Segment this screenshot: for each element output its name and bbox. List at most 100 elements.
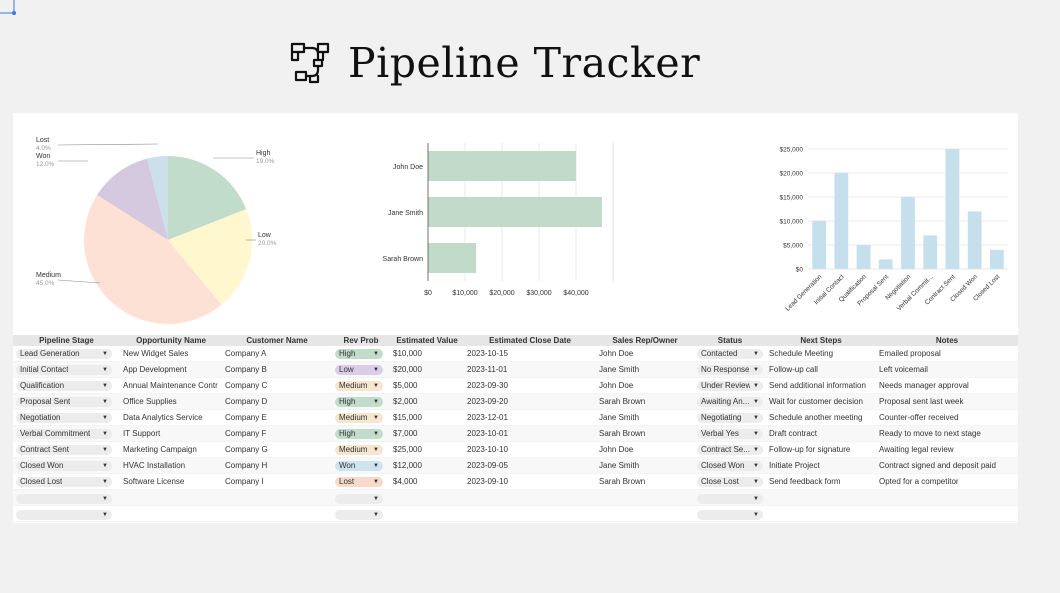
value-cell[interactable]: $7,000 — [390, 425, 464, 442]
pie-slice-medium[interactable] — [84, 194, 222, 324]
rev-prob-dropdown-cell[interactable]: High ▼ — [332, 393, 390, 410]
column-header[interactable]: Rev Prob — [332, 335, 390, 346]
column-header[interactable]: Sales Rep/Owner — [596, 335, 694, 346]
status-dropdown-cell[interactable]: Under Review ▼ — [694, 377, 766, 394]
rev-prob-dropdown[interactable]: High ▼ — [335, 396, 383, 407]
stage-dropdown-cell[interactable]: Qualification ▼ — [13, 377, 120, 394]
customer-cell[interactable] — [222, 489, 332, 506]
status-dropdown[interactable]: Awaiting An... ▼ — [697, 396, 763, 407]
rev-prob-dropdown[interactable]: High ▼ — [335, 428, 383, 439]
column-bar[interactable] — [878, 259, 893, 269]
opportunity-cell[interactable]: Annual Maintenance Contr — [120, 377, 222, 394]
customer-cell[interactable] — [222, 505, 332, 522]
rev-prob-dropdown-cell[interactable]: Medium ▼ — [332, 441, 390, 458]
customer-cell[interactable]: Company E — [222, 409, 332, 426]
notes-cell[interactable]: Proposal sent last week — [876, 393, 1018, 410]
status-dropdown-cell[interactable]: Close Lost ▼ — [694, 473, 766, 490]
status-dropdown[interactable]: No Response ▼ — [697, 364, 763, 375]
stage-dropdown-cell[interactable]: Closed Won ▼ — [13, 457, 120, 474]
bar-john-doe[interactable] — [428, 151, 576, 181]
close-date-cell[interactable]: 2023-11-01 — [464, 361, 596, 378]
stage-dropdown[interactable]: ▼ — [16, 493, 112, 504]
value-cell[interactable] — [390, 505, 464, 522]
next-steps-cell[interactable]: Follow-up call — [766, 361, 876, 378]
stage-dropdown-cell[interactable]: ▼ — [13, 505, 120, 522]
close-date-cell[interactable] — [464, 489, 596, 506]
status-dropdown-cell[interactable]: Negotiating ▼ — [694, 409, 766, 426]
opportunity-cell[interactable]: HVAC Installation — [120, 457, 222, 474]
column-header[interactable]: Customer Name — [222, 335, 332, 346]
column-header[interactable]: Notes — [876, 335, 1018, 346]
pie-slice-lost[interactable] — [147, 156, 168, 240]
status-dropdown-cell[interactable]: Contacted ▼ — [694, 346, 766, 362]
column-header[interactable]: Opportunity Name — [120, 335, 222, 346]
customer-cell[interactable]: Company A — [222, 346, 332, 362]
owner-cell[interactable] — [596, 489, 694, 506]
status-dropdown[interactable]: Negotiating ▼ — [697, 412, 763, 423]
opportunity-cell[interactable]: Software License — [120, 473, 222, 490]
close-date-cell[interactable]: 2023-09-05 — [464, 457, 596, 474]
next-steps-cell[interactable] — [766, 505, 876, 522]
value-cell[interactable]: $25,000 — [390, 441, 464, 458]
close-date-cell[interactable]: 2023-10-01 — [464, 425, 596, 442]
column-header[interactable]: Next Steps — [766, 335, 876, 346]
rev-prob-dropdown[interactable]: Lost ▼ — [335, 476, 383, 487]
notes-cell[interactable]: Emailed proposal — [876, 346, 1018, 362]
customer-cell[interactable]: Company B — [222, 361, 332, 378]
stage-dropdown[interactable]: Closed Won ▼ — [16, 460, 112, 471]
stage-dropdown-cell[interactable]: ▼ — [13, 489, 120, 506]
pie-slice-low[interactable] — [168, 209, 252, 305]
stage-dropdown-cell[interactable]: Lead Generation ▼ — [13, 346, 120, 362]
column-header[interactable]: Pipeline Stage — [13, 335, 120, 346]
customer-cell[interactable]: Company G — [222, 441, 332, 458]
rev-prob-dropdown[interactable]: High ▼ — [335, 348, 383, 359]
status-dropdown[interactable]: Under Review ▼ — [697, 380, 763, 391]
opportunity-cell[interactable]: App Development — [120, 361, 222, 378]
value-cell[interactable]: $2,000 — [390, 393, 464, 410]
notes-cell[interactable] — [876, 505, 1018, 522]
next-steps-cell[interactable]: Schedule Meeting — [766, 346, 876, 362]
column-bar[interactable] — [967, 211, 982, 269]
close-date-cell[interactable]: 2023-09-30 — [464, 377, 596, 394]
notes-cell[interactable]: Ready to move to next stage — [876, 425, 1018, 442]
status-dropdown-cell[interactable]: Verbal Yes ▼ — [694, 425, 766, 442]
rev-prob-dropdown[interactable]: ▼ — [335, 509, 383, 520]
column-header[interactable]: Estimated Value — [390, 335, 464, 346]
close-date-cell[interactable]: 2023-10-15 — [464, 346, 596, 362]
stage-dropdown[interactable]: Initial Contact ▼ — [16, 364, 112, 375]
next-steps-cell[interactable]: Schedule another meeting — [766, 409, 876, 426]
stage-dropdown-cell[interactable]: Negotiation ▼ — [13, 409, 120, 426]
status-dropdown[interactable]: Contract Se... ▼ — [697, 444, 763, 455]
notes-cell[interactable]: Contract signed and deposit paid — [876, 457, 1018, 474]
opportunity-cell[interactable]: Marketing Campaign — [120, 441, 222, 458]
column-bar[interactable] — [901, 197, 915, 269]
rev-prob-dropdown[interactable]: Medium ▼ — [335, 412, 383, 423]
close-date-cell[interactable]: 2023-10-10 — [464, 441, 596, 458]
status-dropdown[interactable]: Close Lost ▼ — [697, 476, 763, 487]
rev-prob-dropdown-cell[interactable]: ▼ — [332, 489, 390, 506]
rev-prob-dropdown-cell[interactable]: Low ▼ — [332, 361, 390, 378]
stage-dropdown[interactable]: Negotiation ▼ — [16, 412, 112, 423]
stage-dropdown[interactable]: ▼ — [16, 509, 112, 520]
stage-dropdown[interactable]: Verbal Commitment ▼ — [16, 428, 112, 439]
notes-cell[interactable] — [876, 489, 1018, 506]
opportunity-cell[interactable]: IT Support — [120, 425, 222, 442]
stage-dropdown-cell[interactable]: Contract Sent ▼ — [13, 441, 120, 458]
rev-prob-dropdown-cell[interactable]: High ▼ — [332, 346, 390, 362]
column-bar[interactable] — [923, 235, 938, 269]
notes-cell[interactable]: Counter-offer received — [876, 409, 1018, 426]
owner-cell[interactable]: Jane Smith — [596, 361, 694, 378]
column-bar[interactable] — [812, 221, 826, 269]
stage-dropdown-cell[interactable]: Proposal Sent ▼ — [13, 393, 120, 410]
status-dropdown[interactable]: Closed Won ▼ — [697, 460, 763, 471]
stage-dropdown[interactable]: Lead Generation ▼ — [16, 348, 112, 359]
next-steps-cell[interactable]: Draft contract — [766, 425, 876, 442]
bar-jane-smith[interactable] — [428, 197, 602, 227]
notes-cell[interactable]: Needs manager approval — [876, 377, 1018, 394]
column-bar[interactable] — [945, 149, 960, 269]
notes-cell[interactable]: Left voicemail — [876, 361, 1018, 378]
rev-prob-dropdown-cell[interactable]: ▼ — [332, 505, 390, 522]
status-dropdown-cell[interactable]: No Response ▼ — [694, 361, 766, 378]
owner-cell[interactable] — [596, 505, 694, 522]
